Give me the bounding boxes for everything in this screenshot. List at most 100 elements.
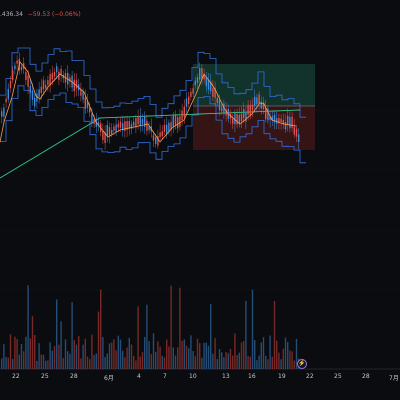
volume-bar [247, 355, 249, 369]
volume-bar [249, 356, 251, 369]
candle-body [91, 113, 93, 124]
candle-body [207, 79, 210, 90]
volume-bar [236, 355, 238, 369]
volume-bar [163, 357, 166, 369]
candle-body [236, 113, 238, 125]
volume-bar [185, 345, 188, 369]
candle-body [122, 123, 124, 131]
candle-body [157, 136, 159, 146]
volume-bar [223, 357, 225, 369]
volume-bar [115, 350, 117, 369]
candle-body [49, 74, 51, 86]
volume-bar [282, 348, 284, 369]
candle-body [73, 79, 75, 91]
volume-bar [232, 355, 234, 369]
candle-body [45, 85, 47, 89]
volume-bar [221, 352, 223, 369]
candle-body [269, 116, 271, 120]
volume-bar [100, 289, 102, 369]
candle-body [89, 107, 91, 113]
volume-bar [161, 355, 163, 369]
candle-body [97, 122, 100, 127]
candle-body [34, 97, 36, 107]
candle-body [130, 123, 133, 129]
candle-body [293, 126, 295, 135]
volume-bar [51, 350, 53, 369]
volume-bar [267, 359, 269, 369]
volume-bar [117, 335, 119, 369]
volume-bar [78, 336, 80, 369]
volume-bar [168, 346, 170, 369]
candle-body [144, 116, 146, 127]
candle-body [117, 123, 119, 128]
candle-body [102, 131, 104, 140]
volume-bar [271, 356, 273, 369]
volume-bar [254, 340, 256, 369]
volume-bar [122, 350, 124, 369]
candle-body [12, 70, 14, 81]
volume-bar [20, 344, 23, 369]
volume-bar [183, 339, 185, 369]
volume-bar [128, 337, 130, 369]
candle-body [163, 124, 166, 133]
candle-body [113, 126, 115, 131]
candle-body [23, 63, 25, 69]
volume-bar [73, 340, 75, 369]
candle-body [179, 116, 181, 127]
candle-body [262, 102, 265, 110]
candle-body [201, 68, 203, 80]
volume-bar [106, 353, 108, 369]
candle-body [9, 80, 12, 89]
candle-body [141, 118, 144, 124]
time-axis-label: 22 [12, 373, 20, 380]
volume-bar [95, 353, 97, 369]
volume-bar [218, 349, 221, 369]
volume-bar [91, 334, 93, 369]
volume-bar [243, 341, 245, 369]
volume-bar [210, 303, 212, 369]
candle-body [240, 113, 243, 122]
price-change: −59.53 (−0.06%) [27, 11, 81, 18]
volume-bar [82, 344, 84, 369]
volume-bar [240, 342, 243, 369]
candle-body [210, 81, 212, 91]
volume-bar [144, 337, 146, 369]
candle-body [291, 116, 293, 128]
volume-bar [170, 285, 172, 369]
volume-bar [113, 339, 115, 369]
volume-bar [12, 359, 14, 369]
candle-body [47, 80, 49, 85]
time-axis-label: 19 [278, 373, 286, 380]
time-axis-label: 22 [306, 373, 314, 380]
candle-body [243, 109, 245, 119]
volume-bar [84, 338, 86, 369]
volume-bar [137, 306, 139, 369]
candle-body [278, 118, 280, 124]
volume-bar [108, 343, 111, 369]
volume-bar [31, 316, 34, 369]
volume-bar [293, 360, 295, 369]
volume-bar [148, 341, 150, 369]
candle-body [295, 128, 298, 137]
volume-bar [155, 351, 157, 369]
volume-bar [80, 358, 82, 369]
candle-body [254, 96, 256, 106]
candle-body [260, 101, 262, 109]
volume-bar [18, 354, 20, 369]
volume-bar [86, 356, 89, 369]
volume-bar [203, 342, 205, 369]
volume-bar [273, 301, 276, 369]
candle-body [221, 107, 223, 112]
volume-bar [256, 360, 258, 369]
time-axis-label: 6月 [104, 375, 114, 382]
volume-bar [238, 352, 240, 369]
volume-bar [102, 337, 104, 369]
time-axis-label: 25 [41, 373, 49, 380]
volume-bar [47, 360, 49, 369]
candle-body [247, 104, 249, 115]
time-axis-label: 25 [334, 373, 342, 380]
volume-bar [5, 357, 7, 369]
lightning-icon[interactable]: ⚡ [297, 359, 307, 369]
